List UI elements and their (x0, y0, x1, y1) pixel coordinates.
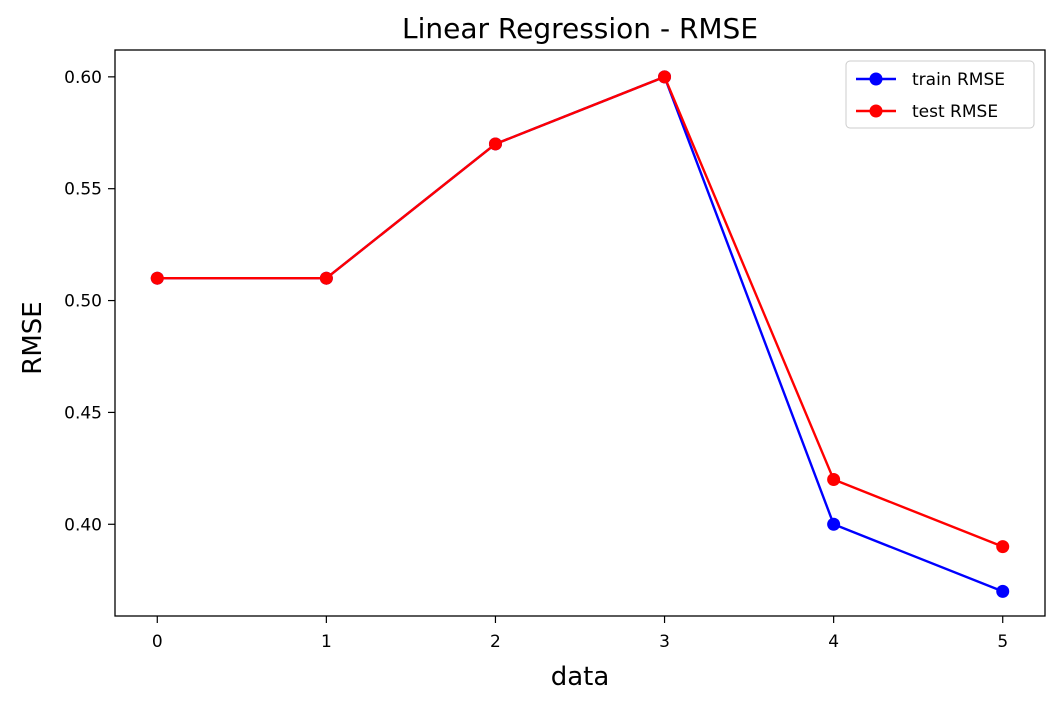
chart-title: Linear Regression - RMSE (402, 12, 758, 45)
x-axis-label: data (551, 662, 610, 692)
series-line-train (157, 75, 1004, 593)
legend-label: test RMSE (912, 102, 998, 122)
y-tick-label: 0.45 (64, 403, 102, 423)
data-point (658, 70, 672, 84)
y-tick-label: 0.40 (64, 515, 102, 535)
data-point (319, 271, 333, 285)
x-axis: 0 1 2 3 4 5 (152, 616, 1008, 652)
data-point (996, 540, 1010, 554)
data-point (996, 584, 1010, 598)
legend: train RMSE test RMSE (845, 60, 1035, 129)
data-point (827, 517, 841, 531)
x-tick-label: 4 (828, 632, 839, 652)
y-axis-label: RMSE (18, 301, 48, 374)
y-axis: 0.40 0.45 0.50 0.55 0.60 (64, 68, 115, 535)
y-tick-label: 0.50 (64, 292, 102, 312)
x-tick-label: 1 (321, 632, 332, 652)
x-tick-label: 0 (152, 632, 163, 652)
data-point (150, 271, 164, 285)
data-point (488, 137, 502, 151)
series-line-test (157, 75, 1004, 548)
plot-frame (114, 49, 1046, 617)
x-tick-label: 2 (490, 632, 501, 652)
legend-marker (869, 104, 883, 118)
x-tick-label: 5 (997, 632, 1008, 652)
plot-area (150, 70, 1010, 598)
legend-marker (869, 72, 883, 86)
y-tick-label: 0.60 (64, 68, 102, 88)
legend-label: train RMSE (912, 70, 1005, 90)
x-tick-label: 3 (659, 632, 670, 652)
y-tick-label: 0.55 (64, 180, 102, 200)
data-point (827, 473, 841, 487)
